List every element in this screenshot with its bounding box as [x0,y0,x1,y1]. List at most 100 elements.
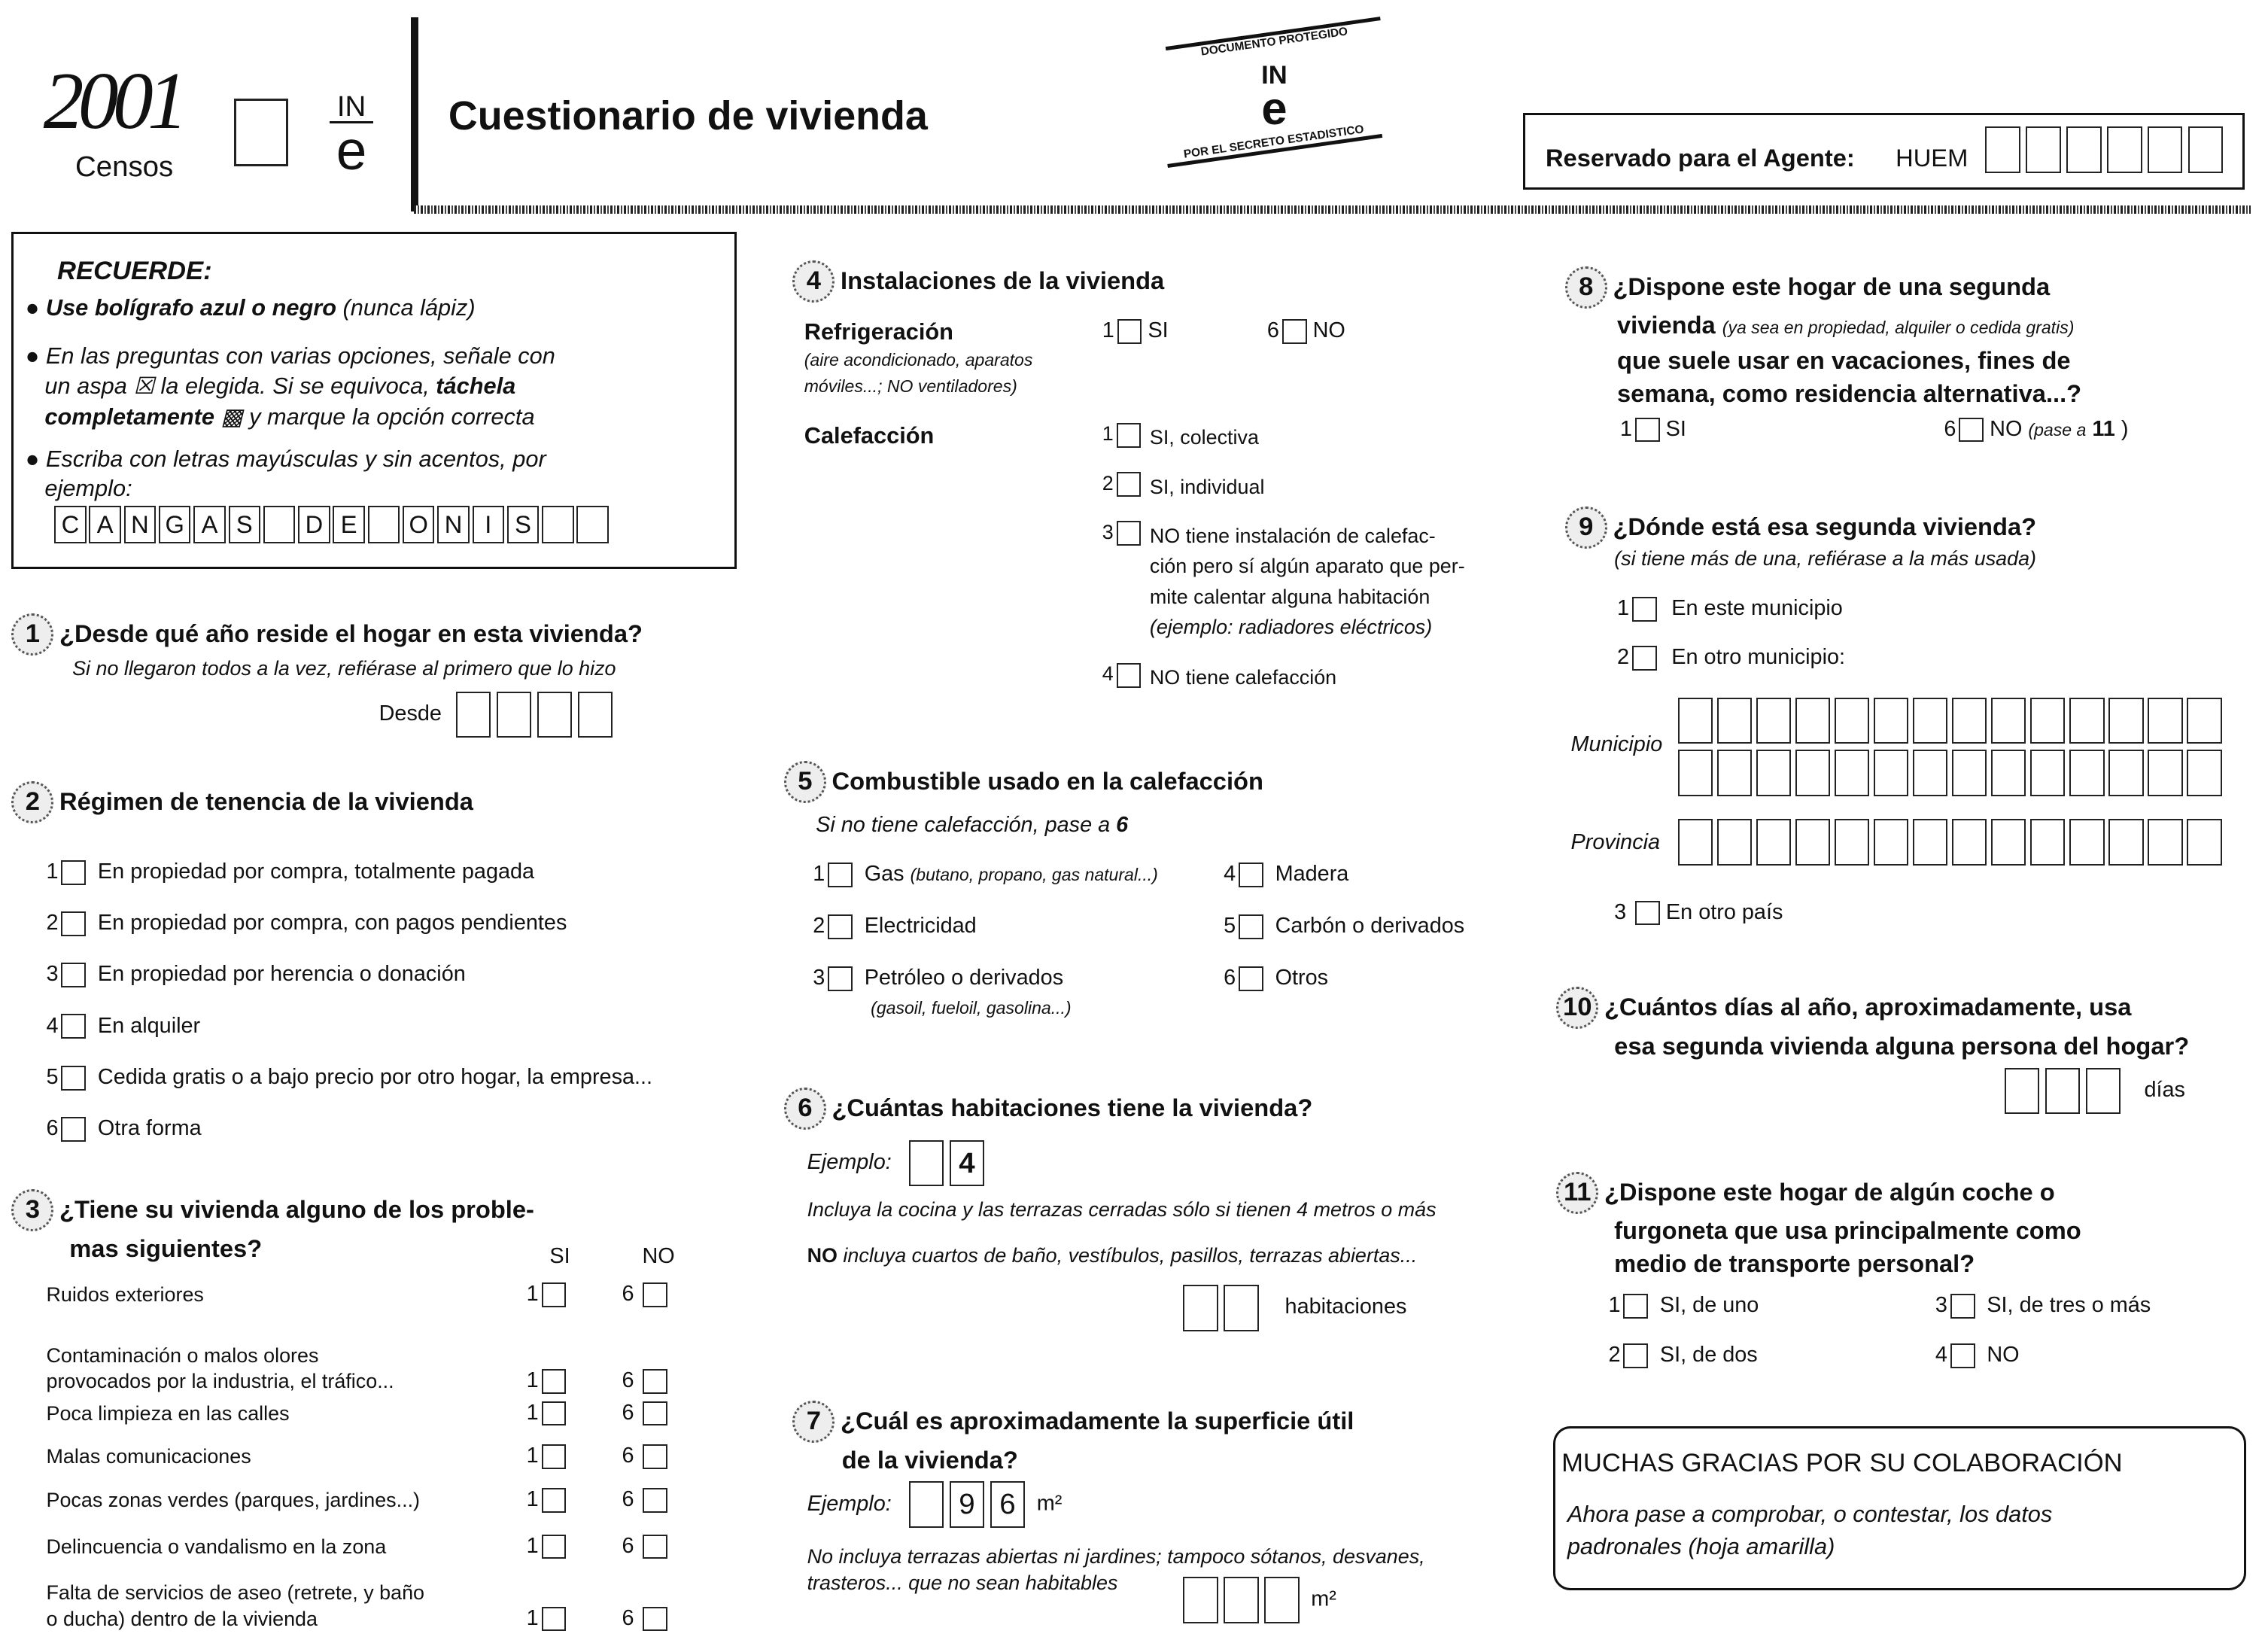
char-cell[interactable] [2148,697,2183,744]
char-cell[interactable] [1913,697,1948,744]
char-cell[interactable] [1795,697,1831,744]
q3-si-checkbox[interactable]: 1 [527,1368,567,1395]
char-cell[interactable] [1873,697,1909,744]
q8-no[interactable]: 6 NO (pase a 11 ) [1944,416,2129,443]
char-cell[interactable] [2030,697,2066,744]
q9-option-1[interactable]: 1 En este municipio [1617,595,1843,622]
q3-no-checkbox[interactable]: 6 [622,1282,668,1307]
q3-si-checkbox[interactable]: 1 [527,1401,567,1426]
q11-option[interactable]: 2 SI, de dos [1608,1342,1758,1368]
q3-no-checkbox[interactable]: 6 [622,1401,668,1426]
char-cell[interactable] [1991,749,2026,796]
q5-option[interactable]: 2 Electricidad [813,913,977,939]
char-cell[interactable] [2069,749,2105,796]
char-cell[interactable] [2187,697,2222,744]
char-cell[interactable] [2187,749,2222,796]
q3-no-checkbox[interactable]: 6 [622,1487,668,1513]
char-cell[interactable] [1677,697,1713,744]
char-cell[interactable] [2030,818,2066,866]
q4-refri-si[interactable]: 1 SI [1102,318,1169,344]
char-cell[interactable] [1913,818,1948,866]
char-cell[interactable] [2108,749,2144,796]
char-cell[interactable] [1795,818,1831,866]
char-cell[interactable] [2108,697,2144,744]
char-cell[interactable] [1913,749,1948,796]
char-cell[interactable] [1834,749,1870,796]
q3-si-checkbox[interactable]: 1 [527,1444,567,1470]
char-cell[interactable] [1952,818,1987,866]
q2-option[interactable]: 3 En propiedad por herencia o donación [46,962,466,988]
char-cell[interactable] [1834,818,1870,866]
char-cell[interactable] [1716,818,1753,866]
char-cell[interactable] [1677,749,1713,796]
char-cell[interactable] [1952,697,1987,744]
q3-no-checkbox[interactable]: 6 [622,1534,668,1559]
q5-option[interactable]: 5 Carbón o derivados [1224,913,1465,939]
municipio-input[interactable] [1677,697,2227,802]
char-cell[interactable] [1952,749,1987,796]
q2-option[interactable]: 5 Cedida gratis o a bajo precio por otro… [46,1064,653,1091]
q3-si-checkbox[interactable]: 1 [527,1534,567,1559]
q3-no-checkbox[interactable]: 6 [622,1606,668,1632]
q2-option[interactable]: 6 Otra forma [46,1115,202,1142]
char-cell[interactable] [1716,697,1753,744]
char-cell[interactable] [1991,697,2026,744]
q3-si-checkbox[interactable]: 1 [527,1487,567,1513]
char-cell[interactable] [1756,749,1792,796]
header-rule [413,205,2251,214]
q4-calef-option[interactable]: 4 NO tiene calefacción [1102,662,1337,689]
q3-no-checkbox[interactable]: 6 [622,1444,668,1470]
q11-option[interactable]: 3 SI, de tres o más [1935,1293,2151,1319]
q5-option[interactable]: 3 Petróleo o derivados (gasoil, fueloil, … [813,966,1072,1018]
q1-year-input[interactable]: Desde [379,691,654,738]
q7-area-input[interactable]: m² [1183,1577,1400,1623]
q6-title: 6 ¿Cuántas habitaciones tiene la vivienda… [783,1088,1507,1130]
q4-calef-option[interactable]: 2 SI, individual [1102,471,1265,498]
char-cell[interactable] [1716,749,1753,796]
q9-option-3[interactable]: 3 En otro país [1614,899,1783,926]
char-cell[interactable] [1873,818,1909,866]
char-cell[interactable] [2187,818,2222,866]
header-divider [410,17,418,211]
q2-option[interactable]: 1 En propiedad por compra, totalmente pa… [46,859,535,885]
q4-refri-no[interactable]: 6 NO [1266,318,1345,344]
q2-option[interactable]: 4 En alquiler [46,1013,201,1039]
char-cell[interactable] [2148,818,2183,866]
q8-si[interactable]: 1 SI [1619,416,1686,443]
q3-no-checkbox[interactable]: 6 [622,1368,668,1395]
family-house-icon [234,98,288,167]
q5-option[interactable]: 1 Gas (butano, propano, gas natural...) [813,861,1158,887]
q6-rooms-input[interactable]: habitaciones [1183,1284,1472,1331]
char-cell[interactable] [2108,818,2144,866]
q10-days-input[interactable]: días [2005,1067,2236,1115]
char-cell[interactable] [1756,697,1792,744]
char-cell[interactable] [1677,818,1713,866]
q3-si-checkbox[interactable]: 1 [527,1606,567,1632]
recuerde-line-2: ● En las preguntas con varias opciones, … [25,342,555,430]
q3-item-label: Falta de servicios de aseo (retrete, y b… [46,1581,425,1630]
example-letter-cell: S [228,505,261,544]
char-cell[interactable] [1834,697,1870,744]
char-cell[interactable] [1756,818,1792,866]
q4-calef-option[interactable]: 1 SI, colectiva [1102,422,1259,449]
q3-si-checkbox[interactable]: 1 [527,1282,567,1307]
char-cell[interactable] [2030,749,2066,796]
q2-option[interactable]: 2 En propiedad por compra, con pagos pen… [46,911,567,936]
example-letter-cell: A [193,505,226,544]
q11-option[interactable]: 4 NO [1935,1342,2020,1368]
q4-calef-option[interactable]: 3 NO tiene instalación de calefac-ción pe… [1102,520,1465,639]
char-cell[interactable] [1873,749,1909,796]
char-cell[interactable] [2069,818,2105,866]
q11-option[interactable]: 1 SI, de uno [1608,1293,1759,1319]
recuerde-line-1: ● Use bolígrafo azul o negro (nunca lápi… [25,294,476,321]
char-cell[interactable] [2148,749,2183,796]
char-cell[interactable] [2069,697,2105,744]
q9-option-2[interactable]: 2 En otro municipio: [1617,645,1846,671]
agent-code-input[interactable] [1985,126,2239,173]
char-cell[interactable] [1795,749,1831,796]
provincia-input[interactable] [1677,818,2227,871]
char-cell[interactable] [1991,818,2026,866]
q5-option[interactable]: 6 Otros [1224,966,1329,991]
q5-option[interactable]: 4 Madera [1224,861,1349,887]
